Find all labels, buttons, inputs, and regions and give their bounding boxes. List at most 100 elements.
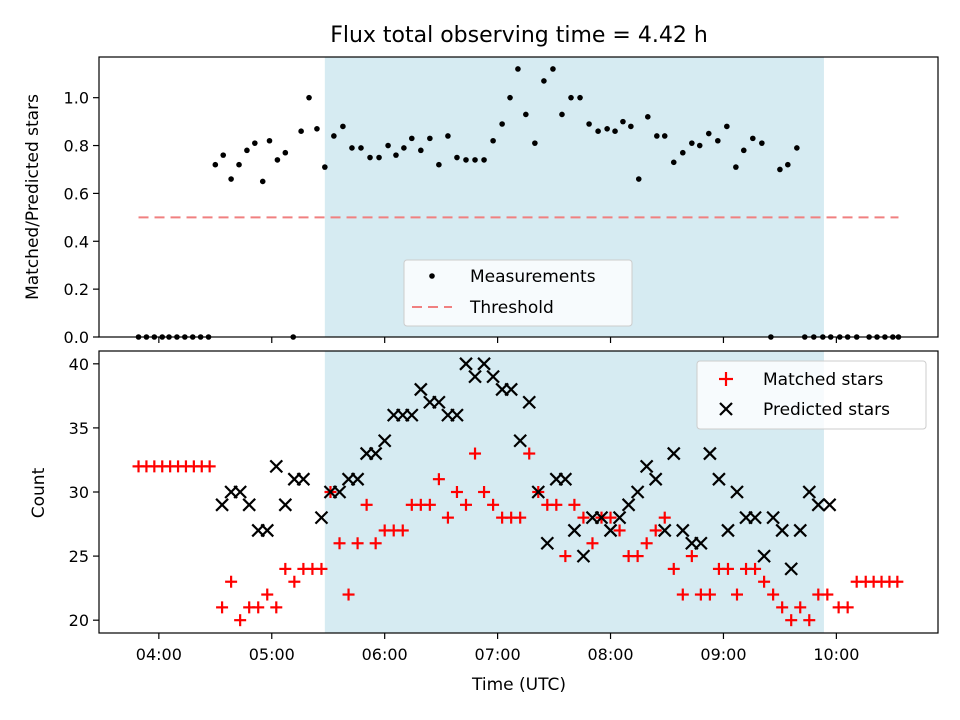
predicted-star-point <box>504 382 518 397</box>
measurement-point <box>777 166 783 173</box>
measurement-point <box>620 118 626 125</box>
predicted-star-point <box>432 395 446 410</box>
matched-star-point <box>333 537 346 550</box>
measurement-point <box>523 111 529 118</box>
predicted-star-point <box>676 523 690 538</box>
matched-star-point <box>749 562 762 575</box>
predicted-star-point <box>639 459 654 474</box>
matched-star-point <box>432 473 445 486</box>
measurement-point <box>661 133 668 139</box>
measurement-point <box>679 149 686 156</box>
measurements-legend-marker <box>429 273 435 279</box>
matched-star-point <box>216 601 229 614</box>
y-tick-label: 0.4 <box>64 232 89 251</box>
bottom-legend: Matched stars Predicted stars <box>696 360 927 430</box>
predicted-star-point <box>757 549 771 563</box>
legend-measurements: Measurements <box>470 267 596 287</box>
bottom-x-ticks: 04:00 05:00 06:00 07:00 08:00 09:00 10:00 <box>136 633 859 664</box>
measurement-point <box>282 149 289 156</box>
measurement-point <box>532 140 538 146</box>
matched-star-point <box>252 601 265 614</box>
matched-star-point <box>369 537 382 550</box>
predicted-star-point <box>531 485 546 499</box>
legend-threshold: Threshold <box>469 298 554 318</box>
matched-star-point <box>631 550 644 563</box>
predicted-star-point <box>630 485 645 499</box>
predicted-star-point <box>486 369 500 384</box>
matched-star-point <box>203 460 216 473</box>
matched-star-point <box>459 498 472 511</box>
measurement-point <box>490 137 496 144</box>
measurement-point <box>705 130 712 137</box>
x-tick-label: 04:00 <box>136 645 182 664</box>
predicted-star-point <box>567 523 582 538</box>
y-tick-label: 35 <box>69 419 89 438</box>
measurement-point <box>472 157 478 163</box>
predicted-star-point <box>748 510 762 525</box>
matched-star-point <box>550 498 563 511</box>
matched-star-point <box>487 498 500 511</box>
matched-star-point <box>396 524 409 537</box>
measurement-point <box>259 178 266 185</box>
count-points <box>132 357 904 627</box>
matched-star-point <box>279 562 292 575</box>
matched-star-point <box>523 447 536 460</box>
predicted-star-point <box>721 523 735 538</box>
predicted-star-point <box>603 523 618 538</box>
matched-star-point <box>794 601 807 614</box>
measurement-point <box>568 94 574 101</box>
measurement-point <box>499 121 505 127</box>
predicted-star-point <box>414 382 428 397</box>
predicted-star-point <box>405 408 419 422</box>
predicted-star-point <box>657 523 672 538</box>
matched-star-point <box>261 588 274 601</box>
matched-star-point <box>351 537 364 550</box>
measurement-point <box>236 161 242 168</box>
measurement-point <box>340 123 346 130</box>
predicted-star-point <box>558 472 573 486</box>
top-x-ticks <box>158 337 837 343</box>
predicted-star-point <box>377 433 392 448</box>
predicted-star-point <box>648 472 663 486</box>
predicted-star-point <box>540 536 555 551</box>
measurement-point <box>507 94 513 101</box>
legend-matched: Matched stars <box>763 370 883 390</box>
measurement-point <box>358 145 364 151</box>
matched-star-point <box>767 588 780 601</box>
matched-star-point <box>559 550 572 563</box>
matched-star-point <box>758 575 771 588</box>
matched-star-point <box>315 562 328 575</box>
matched-star-point <box>604 511 617 524</box>
y-tick-label: 30 <box>69 483 89 502</box>
predicted-star-point <box>793 523 808 538</box>
measurement-point <box>376 154 382 161</box>
predicted-star-point <box>784 562 798 576</box>
measurement-point <box>481 157 487 163</box>
legend-predicted: Predicted stars <box>763 400 890 420</box>
measurement-point <box>750 135 756 142</box>
measurement-point <box>436 161 442 168</box>
y-tick-label: 20 <box>69 611 89 630</box>
bottom-panel: 20 25 30 35 40 04:00 05:00 06:00 07:00 08:00 09:0… <box>29 350 939 695</box>
matched-star-point <box>441 511 454 524</box>
measurement-point <box>298 128 304 134</box>
matched-star-point <box>658 511 671 524</box>
measurement-point <box>541 78 547 84</box>
predicted-star-point <box>775 523 789 538</box>
matched-star-point <box>450 486 463 498</box>
predicted-star-point <box>576 549 591 563</box>
measurement-point <box>604 125 610 132</box>
measurement-point <box>654 133 660 139</box>
measurement-point <box>367 154 373 161</box>
x-tick-label: 08:00 <box>587 645 633 664</box>
predicted-star-point <box>242 498 256 512</box>
measurement-point <box>314 125 320 132</box>
predicted-star-point <box>278 498 293 512</box>
matched-star-point <box>821 588 834 601</box>
predicted-star-point <box>513 433 527 448</box>
matched-star-point <box>703 588 716 601</box>
measurement-point <box>228 176 234 182</box>
measurement-point <box>252 140 258 146</box>
predicted-star-point <box>621 498 636 512</box>
matched-star-point <box>721 562 734 575</box>
